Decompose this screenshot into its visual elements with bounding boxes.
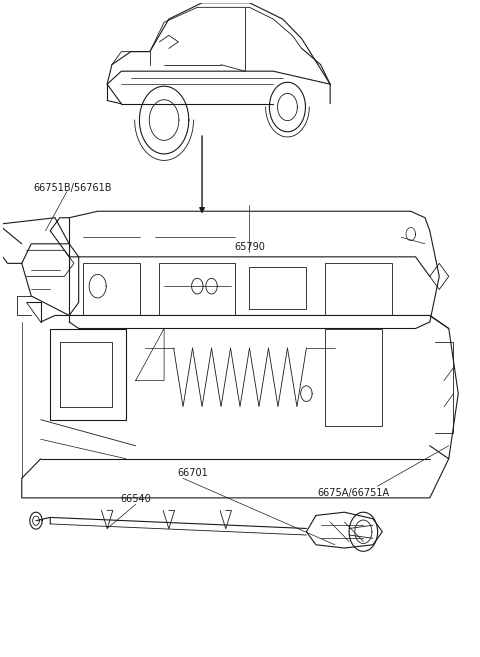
Text: 6675A/66751A: 6675A/66751A — [318, 487, 390, 497]
Text: 66540: 66540 — [120, 494, 151, 504]
Text: 65790: 65790 — [234, 242, 265, 252]
Text: 66751B/56761B: 66751B/56761B — [34, 183, 112, 193]
Text: 66701: 66701 — [177, 468, 208, 478]
